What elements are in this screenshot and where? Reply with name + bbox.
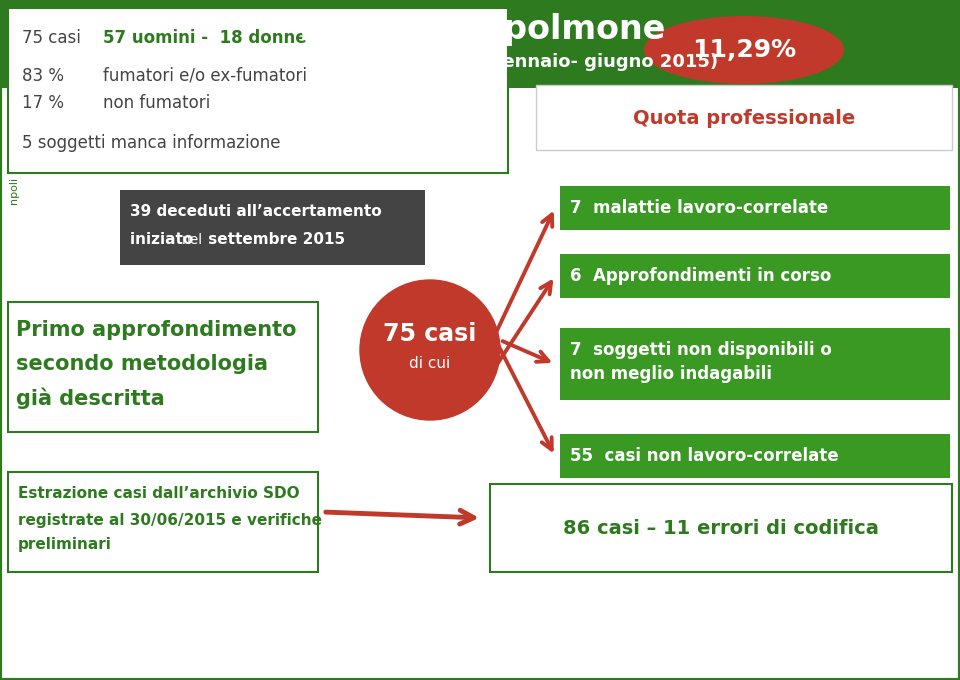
Bar <box>560 434 950 478</box>
Text: 86 casi – 11 errori di codifica: 86 casi – 11 errori di codifica <box>564 518 879 537</box>
Text: non fumatori: non fumatori <box>103 94 210 112</box>
Text: 17 %: 17 % <box>22 94 64 112</box>
Text: già descritta: già descritta <box>16 387 165 409</box>
Bar <box>0 0 960 88</box>
Bar <box>560 254 950 298</box>
Text: registrate al 30/06/2015 e verifiche: registrate al 30/06/2015 e verifiche <box>18 513 322 528</box>
Bar <box>560 186 950 230</box>
Text: settembre 2015: settembre 2015 <box>203 233 346 248</box>
Circle shape <box>360 280 500 420</box>
Text: fumatori e/o ex-fumatori: fumatori e/o ex-fumatori <box>103 67 307 85</box>
Text: Quota professionale: Quota professionale <box>633 109 855 128</box>
Text: 11,29%: 11,29% <box>692 38 796 62</box>
Text: iniziato: iniziato <box>130 233 199 248</box>
Bar <box>536 85 952 150</box>
Text: 7  soggetti non disponibili o: 7 soggetti non disponibili o <box>570 341 832 359</box>
Text: nel: nel <box>182 233 204 247</box>
Text: secondo metodologia: secondo metodologia <box>16 354 268 374</box>
Text: 7  malattie lavoro-correlate: 7 malattie lavoro-correlate <box>570 199 828 217</box>
Bar <box>8 472 318 572</box>
Text: di cui: di cui <box>409 356 450 371</box>
Text: Estrazione casi dall’archivio SDO: Estrazione casi dall’archivio SDO <box>18 486 300 502</box>
Text: Tumori del polmone: Tumori del polmone <box>295 14 665 46</box>
Bar <box>490 484 952 572</box>
Ellipse shape <box>644 16 844 84</box>
Bar <box>120 190 425 265</box>
Bar <box>0 88 960 680</box>
Text: npoli: npoli <box>9 176 19 203</box>
Text: 5 soggetti manca informazione: 5 soggetti manca informazione <box>22 134 280 152</box>
Text: 6  Approfondimenti in corso: 6 Approfondimenti in corso <box>570 267 831 285</box>
Text: 57 uomini -  18 donne: 57 uomini - 18 donne <box>103 29 306 47</box>
Text: 75 casi: 75 casi <box>383 322 477 346</box>
Text: zona Empolese ASL 11  (gennaio- giugno 2015): zona Empolese ASL 11 (gennaio- giugno 20… <box>242 53 718 71</box>
Text: Primo approfondimento: Primo approfondimento <box>16 320 297 340</box>
Text: 55  casi non lavoro-correlate: 55 casi non lavoro-correlate <box>570 447 839 465</box>
Bar <box>8 302 318 432</box>
Text: 39 deceduti all’accertamento: 39 deceduti all’accertamento <box>130 205 382 220</box>
Text: 83 %: 83 % <box>22 67 64 85</box>
Text: preliminari: preliminari <box>18 537 112 551</box>
Text: non meglio indagabili: non meglio indagabili <box>570 365 772 383</box>
Bar <box>8 8 508 173</box>
Text: 75 casi: 75 casi <box>22 29 81 47</box>
Bar <box>560 328 950 400</box>
